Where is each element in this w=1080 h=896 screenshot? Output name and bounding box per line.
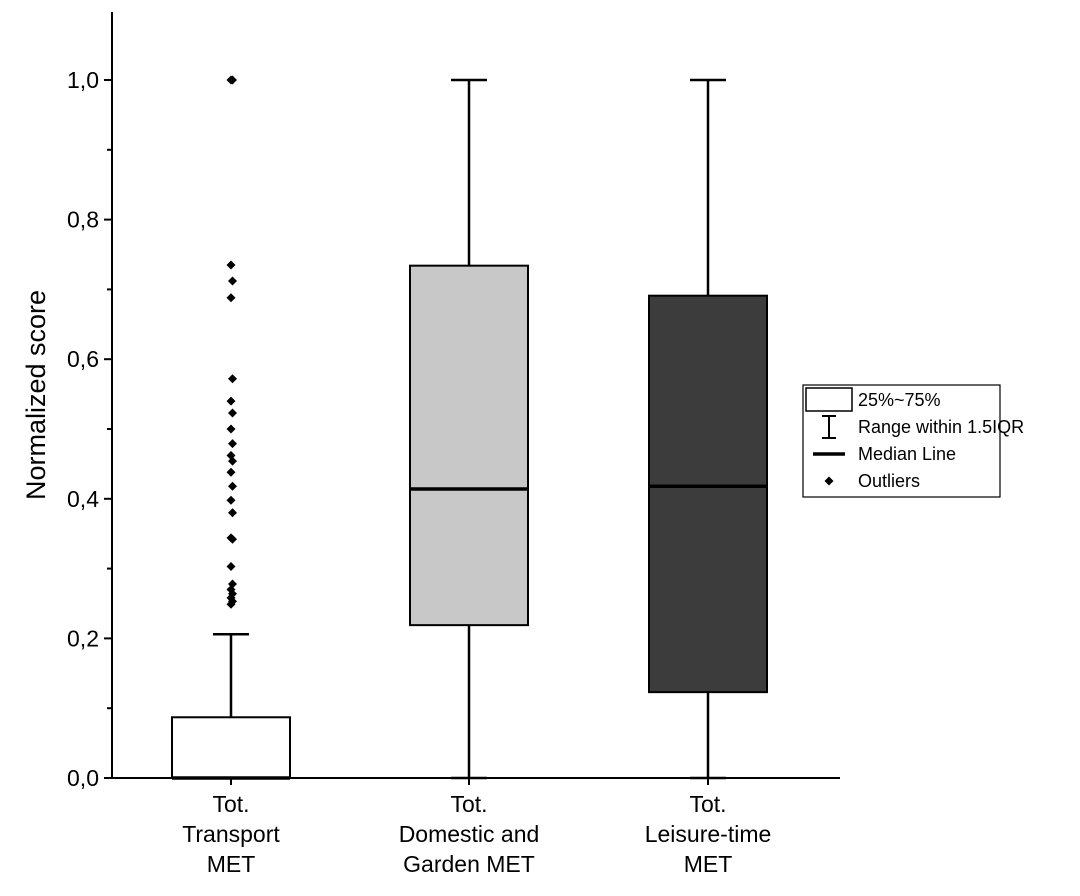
legend-label: Range within 1.5IQR <box>858 417 1024 437</box>
legend-label: Outliers <box>858 471 920 491</box>
outlier-point <box>226 424 236 434</box>
outlier-point <box>228 408 237 418</box>
outlier-point <box>226 75 236 85</box>
outlier-point <box>226 467 236 477</box>
x-category-label: MET <box>684 851 733 877</box>
x-category-label: Transport <box>182 821 280 847</box>
plot-area: 0,0 0,2 0,4 0,6 0,8 1,0 Tot. Transport MET Tot. Do… <box>67 12 840 877</box>
outlier-point <box>228 439 237 449</box>
x-category-label: Domestic and <box>399 821 540 847</box>
y-tick-label: 0,6 <box>67 346 99 372</box>
box-group <box>171 75 291 780</box>
legend-symbol-whisker <box>822 415 836 439</box>
outlier-point <box>228 374 237 384</box>
legend-symbol-box <box>805 387 853 412</box>
outlier-point <box>228 276 237 286</box>
outlier-point <box>226 396 236 406</box>
outlier-point <box>228 481 237 491</box>
y-axis-title: Normalized score <box>21 290 51 500</box>
x-category-label: Garden MET <box>403 851 535 877</box>
legend-box-symbol <box>805 387 853 412</box>
y-tick-label: 0,4 <box>67 486 99 512</box>
outlier-point <box>226 451 236 461</box>
y-tick-label: 0,8 <box>67 207 99 233</box>
x-category-label: Tot. <box>689 791 726 817</box>
box-group <box>648 78 768 780</box>
box-group <box>409 78 529 780</box>
x-category-label: Tot. <box>450 791 487 817</box>
iqr-box <box>171 716 291 779</box>
legend-label: 25%~75% <box>858 390 941 410</box>
legend-outlier-marker <box>824 476 834 486</box>
outlier-point <box>226 562 236 572</box>
x-category-label: Leisure-time <box>645 821 772 847</box>
outlier-point <box>226 533 236 543</box>
outlier-point <box>226 260 236 270</box>
iqr-box <box>409 264 529 627</box>
legend-symbol-marker <box>824 476 834 486</box>
y-tick-label: 0,0 <box>67 765 99 791</box>
x-category-label: Tot. <box>212 791 249 817</box>
outlier-point <box>228 579 237 589</box>
y-tick-label: 1,0 <box>67 67 99 93</box>
outlier-point <box>226 293 236 303</box>
outlier-point <box>228 508 237 518</box>
outlier-point <box>226 495 236 505</box>
legend: 25%~75% Range within 1.5IQR Median Line Out… <box>802 384 1024 498</box>
legend-label: Median Line <box>858 444 956 464</box>
iqr-box <box>648 294 768 694</box>
x-category-label: MET <box>207 851 256 877</box>
y-tick-label: 0,2 <box>67 625 99 651</box>
